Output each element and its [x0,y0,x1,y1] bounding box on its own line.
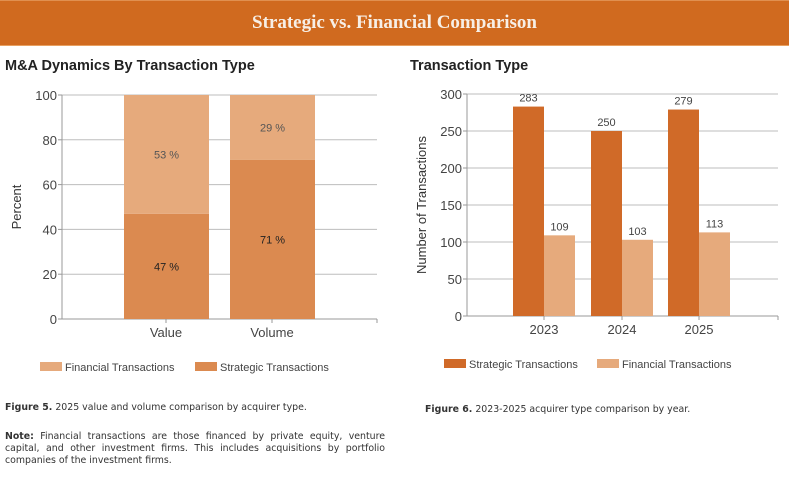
data-label: 71 % [260,234,285,246]
legend-swatch [597,359,619,368]
y-tick-label: 100 [35,88,57,103]
y-tick-label: 40 [43,222,57,237]
data-label: 109 [550,221,568,233]
y-tick-label: 60 [43,178,57,193]
bar-segment [124,213,209,319]
data-label: 53 % [154,149,179,161]
legend-swatch [195,362,217,371]
legend-label: Financial Transactions [622,359,732,371]
y-axis-label: Percent [9,184,24,229]
note: Note: Financial transactions are those f… [5,431,385,467]
caption-label: Figure 6. [425,404,473,415]
grouped-bar-chart: 0 50 100 150 200 250 300 283 109 2023 250 103 2024 27… [414,87,779,371]
y-tick-label: 100 [440,235,462,250]
data-label: 250 [597,117,615,129]
data-label: 283 [519,93,537,105]
note-text: Financial transactions are those finance… [5,431,385,466]
y-tick-label: 250 [440,124,462,139]
y-tick-label: 80 [43,133,57,148]
legend-swatch [40,362,62,371]
y-tick-label: 50 [448,272,462,287]
x-tick-label: 2025 [685,322,714,337]
figure-6-caption: Figure 6. 2023-2025 acquirer type compar… [425,404,690,416]
bar-segment [230,95,315,160]
y-tick-label: 20 [43,267,57,282]
legend-label: Strategic Transactions [469,359,578,371]
data-label: 279 [674,96,692,108]
y-axis-label: Number of Transactions [414,136,429,275]
data-label: 113 [706,218,724,230]
bar [699,232,730,316]
figure-5-caption: Figure 5. 2025 value and volume comparis… [5,402,307,414]
caption-label: Figure 5. [5,402,53,413]
caption-text: 2023-2025 acquirer type comparison by ye… [472,404,691,415]
left-chart-title: M&A Dynamics By Transaction Type [5,58,255,74]
data-label: 29 % [260,122,285,134]
x-tick-label: Value [150,325,182,340]
bar [544,235,575,316]
legend-label: Financial Transactions [65,362,175,374]
x-tick-label: 2024 [608,322,637,337]
y-tick-label: 300 [440,87,462,102]
bar-segment [124,95,209,214]
right-chart-title: Transaction Type [410,58,529,74]
note-label: Note: [5,431,34,442]
legend-label: Strategic Transactions [220,362,329,374]
bar [591,131,622,316]
bar [622,239,653,316]
y-tick-label: 150 [440,198,462,213]
y-tick-label: 0 [455,309,462,324]
y-tick-label: 200 [440,161,462,176]
data-label: 47 % [154,261,179,273]
bar [513,106,544,316]
data-label: 103 [628,226,646,238]
x-tick-label: Volume [250,325,293,340]
bar [668,109,699,316]
caption-text: 2025 value and volume comparison by acqu… [52,402,307,413]
header-banner: Strategic vs. Financial Comparison [0,0,789,46]
banner-title: Strategic vs. Financial Comparison [252,12,537,33]
y-tick-label: 0 [50,312,57,327]
bar-segment [230,159,315,319]
x-tick-label: 2023 [530,322,559,337]
legend-swatch [444,359,466,368]
stacked-bar-chart: 0 20 40 60 80 100 47 % 53 % Value 71 % 29 % Volume P… [9,88,378,374]
